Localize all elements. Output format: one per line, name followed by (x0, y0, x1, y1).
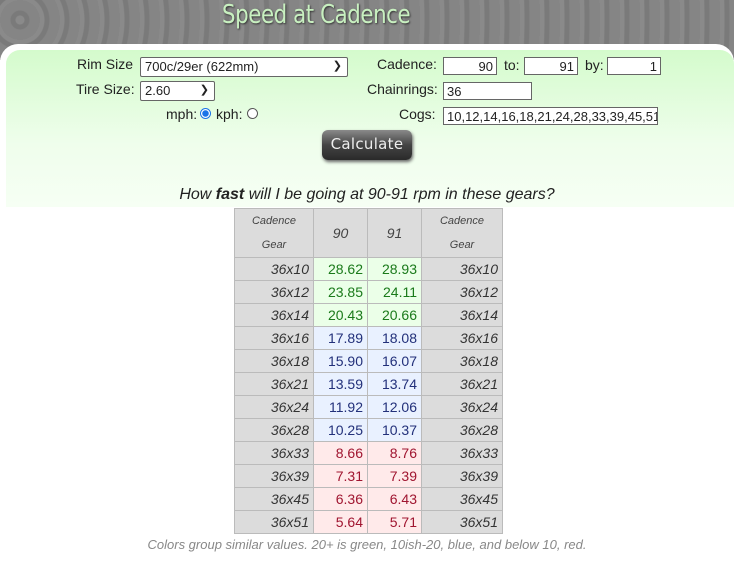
table-row: 36x39 7.31 7.39 36x39 (234, 464, 503, 488)
question-bold: fast (215, 186, 245, 203)
speed-cell: 12.06 (367, 395, 422, 419)
speed-cell: 7.31 (313, 464, 368, 488)
kph-label: kph: (216, 106, 243, 122)
speed-cell: 8.76 (367, 441, 422, 465)
gear-cell: 36x10 (421, 257, 503, 281)
tire-size-select[interactable]: 2.60 ❯ (140, 81, 215, 101)
table-row: 36x21 13.59 13.74 36x21 (234, 372, 503, 396)
table-row: 36x12 23.85 24.11 36x12 (234, 280, 503, 304)
gear-cell: 36x10 (234, 257, 314, 281)
table-row: 36x45 6.36 6.43 36x45 (234, 487, 503, 511)
gear-cell: 36x24 (421, 395, 503, 419)
gear-cell: 36x24 (234, 395, 314, 419)
speed-cell: 6.43 (367, 487, 422, 511)
kph-radio[interactable] (247, 108, 258, 119)
table-row: 36x14 20.43 20.66 36x14 (234, 303, 503, 327)
speed-cell: 24.11 (367, 280, 422, 304)
gear-cell: 36x28 (234, 418, 314, 442)
gear-cell: 36x16 (234, 326, 314, 350)
speed-cell: 28.93 (367, 257, 422, 281)
cadence-label: Cadence: (377, 56, 437, 72)
gear-cell: 36x45 (234, 487, 314, 511)
form-area (6, 50, 734, 207)
to-label: to: (504, 57, 520, 73)
table-row: 36x33 8.66 8.76 36x33 (234, 441, 503, 465)
speed-cell: 8.66 (313, 441, 368, 465)
speed-cell: 28.62 (313, 257, 368, 281)
corner-bottom: Gear (449, 239, 475, 251)
page-title: Speed at Cadence (222, 0, 411, 30)
cadence-by-input[interactable]: 1 (607, 57, 661, 75)
mph-radio[interactable] (200, 108, 211, 119)
speed-cell: 13.59 (313, 372, 368, 396)
cadence-to-input[interactable]: 91 (524, 57, 578, 75)
gear-cell: 36x33 (234, 441, 314, 465)
rim-size-label: Rim Size (77, 56, 134, 72)
gear-cell: 36x51 (421, 510, 503, 534)
chevron-down-icon: ❯ (332, 60, 342, 72)
cadence-from-input[interactable]: 90 (443, 57, 497, 75)
by-label: by: (585, 57, 604, 73)
color-legend-note: Colors group similar values. 20+ is gree… (147, 537, 587, 552)
gear-cell: 36x51 (234, 510, 314, 534)
results-question: How fast will I be going at 90-91 rpm in… (0, 186, 734, 204)
gear-cell: 36x14 (234, 303, 314, 327)
gear-cell: 36x18 (234, 349, 314, 373)
corner-header-right: Cadence Gear (421, 208, 503, 258)
gear-cell: 36x18 (421, 349, 503, 373)
tire-size-label: Tire Size: (76, 81, 135, 97)
corner-top: Cadence (439, 215, 485, 227)
chainrings-input[interactable]: 36 (443, 82, 532, 100)
speed-cell: 6.36 (313, 487, 368, 511)
speed-cell: 5.64 (313, 510, 368, 534)
speed-cell: 10.25 (313, 418, 368, 442)
gear-cell: 36x14 (421, 303, 503, 327)
speed-cell: 18.08 (367, 326, 422, 350)
table-row: 36x16 17.89 18.08 36x16 (234, 326, 503, 350)
gear-cell: 36x33 (421, 441, 503, 465)
speed-cell: 13.74 (367, 372, 422, 396)
corner-header-left: Cadence Gear (234, 208, 314, 258)
speed-cell: 16.07 (367, 349, 422, 373)
table-row: 36x18 15.90 16.07 36x18 (234, 349, 503, 373)
question-post: will I be going at 90-91 rpm in these ge… (244, 186, 555, 203)
speed-cell: 20.66 (367, 303, 422, 327)
gear-cell: 36x16 (421, 326, 503, 350)
chevron-down-icon: ❯ (199, 84, 209, 96)
mph-label: mph: (166, 106, 198, 122)
table-row: 36x51 5.64 5.71 36x51 (234, 510, 503, 534)
cadence-header: 90 (313, 208, 368, 258)
corner-top: Cadence (251, 215, 297, 227)
speed-cell: 15.90 (313, 349, 368, 373)
speed-cell: 7.39 (367, 464, 422, 488)
rim-size-select[interactable]: 700c/29er (622mm) ❯ (140, 57, 348, 77)
cogs-label: Cogs: (399, 106, 436, 122)
speed-cell: 10.37 (367, 418, 422, 442)
table-row: 36x28 10.25 10.37 36x28 (234, 418, 503, 442)
calculate-button[interactable]: Calculate (322, 130, 412, 160)
table-row: 36x24 11.92 12.06 36x24 (234, 395, 503, 419)
gear-cell: 36x12 (234, 280, 314, 304)
gear-cell: 36x21 (234, 372, 314, 396)
gear-cell: 36x39 (421, 464, 503, 488)
table-row: 36x10 28.62 28.93 36x10 (234, 257, 503, 281)
gear-cell: 36x45 (421, 487, 503, 511)
speed-cell: 20.43 (313, 303, 368, 327)
gear-cell: 36x28 (421, 418, 503, 442)
corner-bottom: Gear (261, 239, 287, 251)
gear-cell: 36x39 (234, 464, 314, 488)
rim-size-value: 700c/29er (622mm) (145, 59, 259, 74)
question-pre: How (179, 186, 216, 203)
tire-size-value: 2.60 (145, 83, 171, 98)
speed-table: Cadence Gear 90 91 Cadence Gear 36x10 28.62… (234, 208, 503, 534)
gear-cell: 36x21 (421, 372, 503, 396)
speed-cell: 17.89 (313, 326, 368, 350)
gear-cell: 36x12 (421, 280, 503, 304)
speed-cell: 11.92 (313, 395, 368, 419)
chainrings-label: Chainrings: (367, 81, 438, 97)
cogs-input[interactable]: 10,12,14,16,18,21,24,28,33,39,45,51 (443, 107, 658, 125)
speed-cell: 23.85 (313, 280, 368, 304)
cadence-header: 91 (367, 208, 422, 258)
speed-cell: 5.71 (367, 510, 422, 534)
